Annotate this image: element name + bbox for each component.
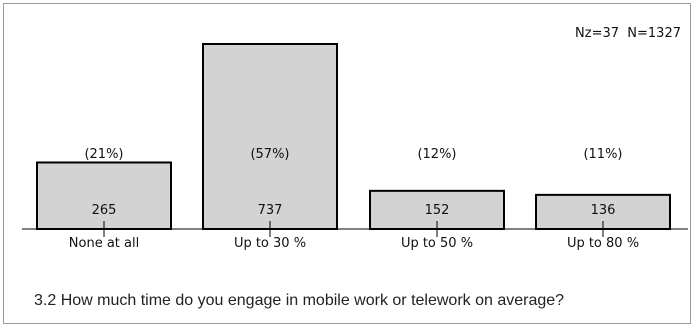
value-label-1: 265 xyxy=(92,203,117,218)
category-label-3: Up to 50 % xyxy=(401,236,473,251)
bar-2 xyxy=(202,43,338,230)
bar-1 xyxy=(36,161,172,231)
percent-label-4: (11%) xyxy=(583,147,622,162)
category-label-2: Up to 30 % xyxy=(234,236,306,251)
category-label-4: Up to 80 % xyxy=(567,236,639,251)
question-text: 3.2 How much time do you engage in mobil… xyxy=(34,292,565,309)
sample-size-label: Nz=37 N=1327 xyxy=(575,26,681,41)
percent-label-1: (21%) xyxy=(84,147,123,162)
percent-label-3: (12%) xyxy=(417,147,456,162)
category-label-1: None at all xyxy=(69,236,139,251)
value-label-4: 136 xyxy=(591,203,616,218)
value-label-3: 152 xyxy=(425,203,450,218)
percent-label-2: (57%) xyxy=(250,147,289,162)
value-label-2: 737 xyxy=(258,203,283,218)
